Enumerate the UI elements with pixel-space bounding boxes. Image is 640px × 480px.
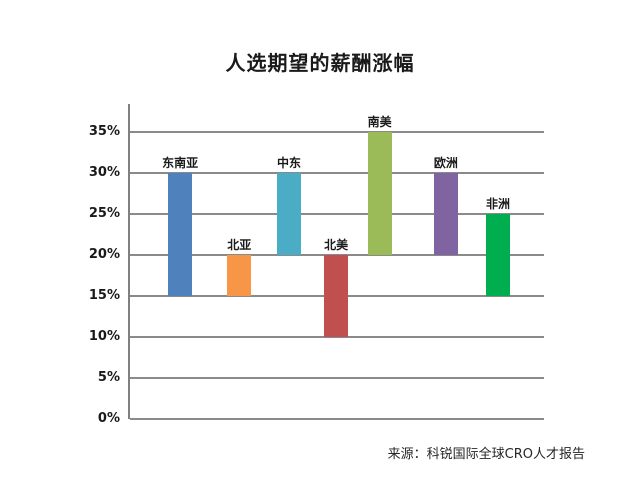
gridline	[130, 171, 544, 174]
chart-bar	[324, 254, 349, 337]
y-axis-tick-label: 10%	[88, 328, 120, 344]
y-axis-tick-label: 15%	[88, 287, 120, 303]
chart-bar	[276, 172, 301, 255]
bar-category-label: 欧洲	[433, 155, 458, 170]
bar-category-label: 中东	[276, 155, 301, 170]
y-axis-tick-label: 30%	[88, 164, 120, 180]
chart-bar	[367, 131, 392, 255]
chart-bar	[486, 213, 511, 296]
chart-bar	[227, 254, 252, 296]
y-axis-tick-label: 35%	[88, 123, 120, 139]
y-axis-tick-label: 20%	[88, 246, 120, 262]
gridline	[130, 130, 544, 133]
bar-category-label: 非洲	[486, 196, 511, 211]
chart-title: 人选期望的薪酬涨幅	[225, 51, 415, 75]
bar-category-label: 北美	[324, 237, 349, 252]
source-note: 来源：科锐国际全球CRO人才报告	[387, 447, 585, 462]
bar-category-label: 北亚	[227, 237, 252, 252]
bar-category-label: 南美	[367, 114, 392, 129]
bar-category-label: 东南亚	[162, 155, 199, 170]
chart-bar	[433, 172, 458, 255]
y-axis-tick-label: 5%	[97, 369, 120, 385]
plot-area: 东南亚北亚 中东北美 南美欧洲非洲	[128, 104, 544, 420]
gridline	[130, 335, 544, 338]
gridline	[130, 376, 544, 379]
y-axis-tick-label: 0%	[97, 411, 120, 426]
gridline	[130, 418, 544, 420]
chart-bar	[168, 172, 193, 296]
gridline	[130, 212, 544, 215]
y-axis-tick-label: 25%	[88, 205, 120, 221]
